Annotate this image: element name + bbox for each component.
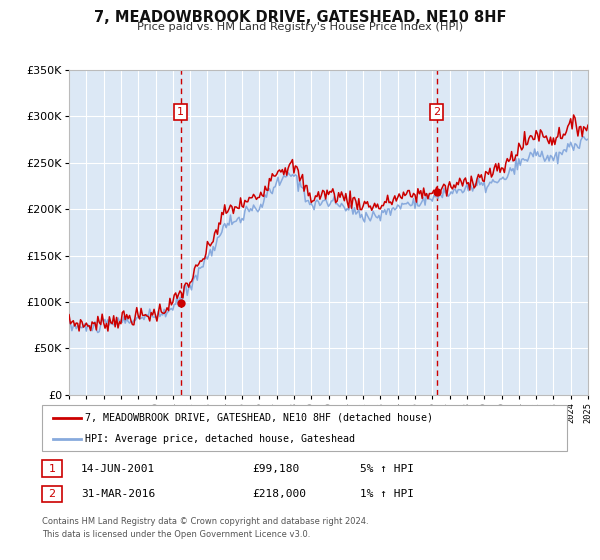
- Text: £218,000: £218,000: [252, 489, 306, 499]
- Text: This data is licensed under the Open Government Licence v3.0.: This data is licensed under the Open Gov…: [42, 530, 310, 539]
- Text: Price paid vs. HM Land Registry's House Price Index (HPI): Price paid vs. HM Land Registry's House …: [137, 22, 463, 32]
- Text: Contains HM Land Registry data © Crown copyright and database right 2024.: Contains HM Land Registry data © Crown c…: [42, 517, 368, 526]
- Text: 1: 1: [177, 107, 184, 117]
- Text: 1: 1: [49, 464, 55, 474]
- Text: 1% ↑ HPI: 1% ↑ HPI: [360, 489, 414, 499]
- Text: £99,180: £99,180: [252, 464, 299, 474]
- Text: 2: 2: [49, 489, 55, 499]
- Text: HPI: Average price, detached house, Gateshead: HPI: Average price, detached house, Gate…: [85, 435, 355, 444]
- Text: 14-JUN-2001: 14-JUN-2001: [81, 464, 155, 474]
- Text: 2: 2: [433, 107, 440, 117]
- Text: 5% ↑ HPI: 5% ↑ HPI: [360, 464, 414, 474]
- Text: 7, MEADOWBROOK DRIVE, GATESHEAD, NE10 8HF (detached house): 7, MEADOWBROOK DRIVE, GATESHEAD, NE10 8H…: [85, 413, 433, 423]
- Text: 7, MEADOWBROOK DRIVE, GATESHEAD, NE10 8HF: 7, MEADOWBROOK DRIVE, GATESHEAD, NE10 8H…: [94, 10, 506, 25]
- Text: 31-MAR-2016: 31-MAR-2016: [81, 489, 155, 499]
